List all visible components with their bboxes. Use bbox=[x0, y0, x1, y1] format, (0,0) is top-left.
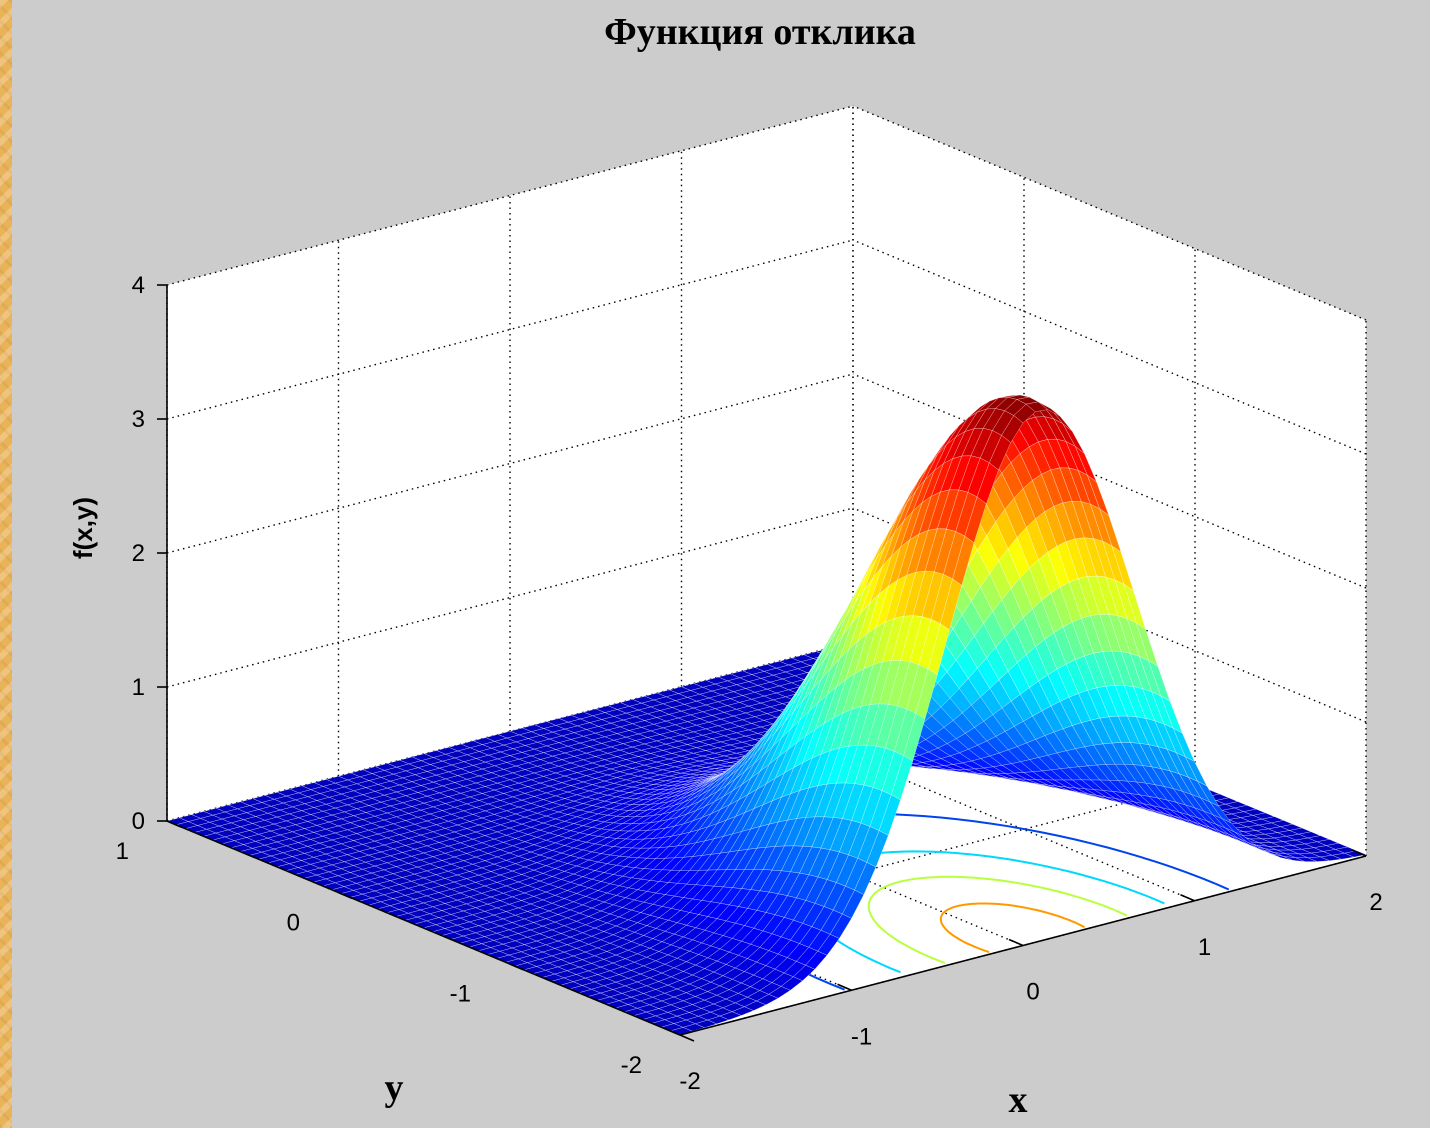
contour-line bbox=[1154, 898, 1165, 905]
y-tick-label: 0 bbox=[287, 909, 300, 936]
x-tick bbox=[1351, 849, 1367, 857]
x-tick bbox=[1008, 938, 1024, 947]
contour-line bbox=[939, 902, 1073, 954]
x-tick bbox=[837, 983, 852, 991]
y-axis-line bbox=[166, 820, 681, 1036]
z-tick-label: 0 bbox=[132, 808, 145, 835]
y-tick-label: -1 bbox=[450, 981, 471, 1008]
grid-line bbox=[852, 239, 1367, 455]
z-tick-label: 4 bbox=[132, 272, 145, 299]
z-axis-label: f(x,y) bbox=[68, 497, 98, 559]
chart-title: Функция отклика bbox=[604, 11, 916, 53]
x-tick-label: 0 bbox=[1026, 979, 1039, 1006]
y-tick-label: -2 bbox=[621, 1052, 642, 1079]
y-tick bbox=[337, 891, 353, 900]
contour-line bbox=[1071, 920, 1085, 929]
grid-line bbox=[852, 105, 1367, 321]
surface-plot: Функция отклика f(x,y) y x 01234-2-101-2… bbox=[68, 11, 1383, 1121]
x-axis-label: x bbox=[1009, 1079, 1028, 1121]
y-tick bbox=[679, 1034, 695, 1042]
x-tick bbox=[1180, 894, 1195, 902]
contour-line bbox=[1215, 882, 1230, 891]
y-tick bbox=[166, 820, 182, 828]
z-tick-label: 3 bbox=[132, 406, 145, 433]
contour-line bbox=[867, 875, 1115, 964]
x-tick-label: 1 bbox=[1198, 934, 1211, 961]
x-tick-label: -1 bbox=[851, 1023, 872, 1050]
figure: Функция отклика f(x,y) y x 0 1 2 3 4 -2 -1 0 1 -2… bbox=[12, 0, 1430, 1128]
y-tick-label: 1 bbox=[116, 838, 129, 865]
grid-line bbox=[852, 373, 1367, 589]
z-tick-label: 1 bbox=[132, 674, 145, 701]
y-tick bbox=[508, 962, 524, 971]
contour-line bbox=[1114, 909, 1128, 917]
x-tick-label: -2 bbox=[679, 1068, 700, 1095]
z-tick-label: 2 bbox=[132, 540, 145, 567]
x-tick-label: 2 bbox=[1369, 889, 1382, 916]
y-axis-label: y bbox=[385, 1067, 404, 1109]
x-tick bbox=[665, 1028, 681, 1036]
